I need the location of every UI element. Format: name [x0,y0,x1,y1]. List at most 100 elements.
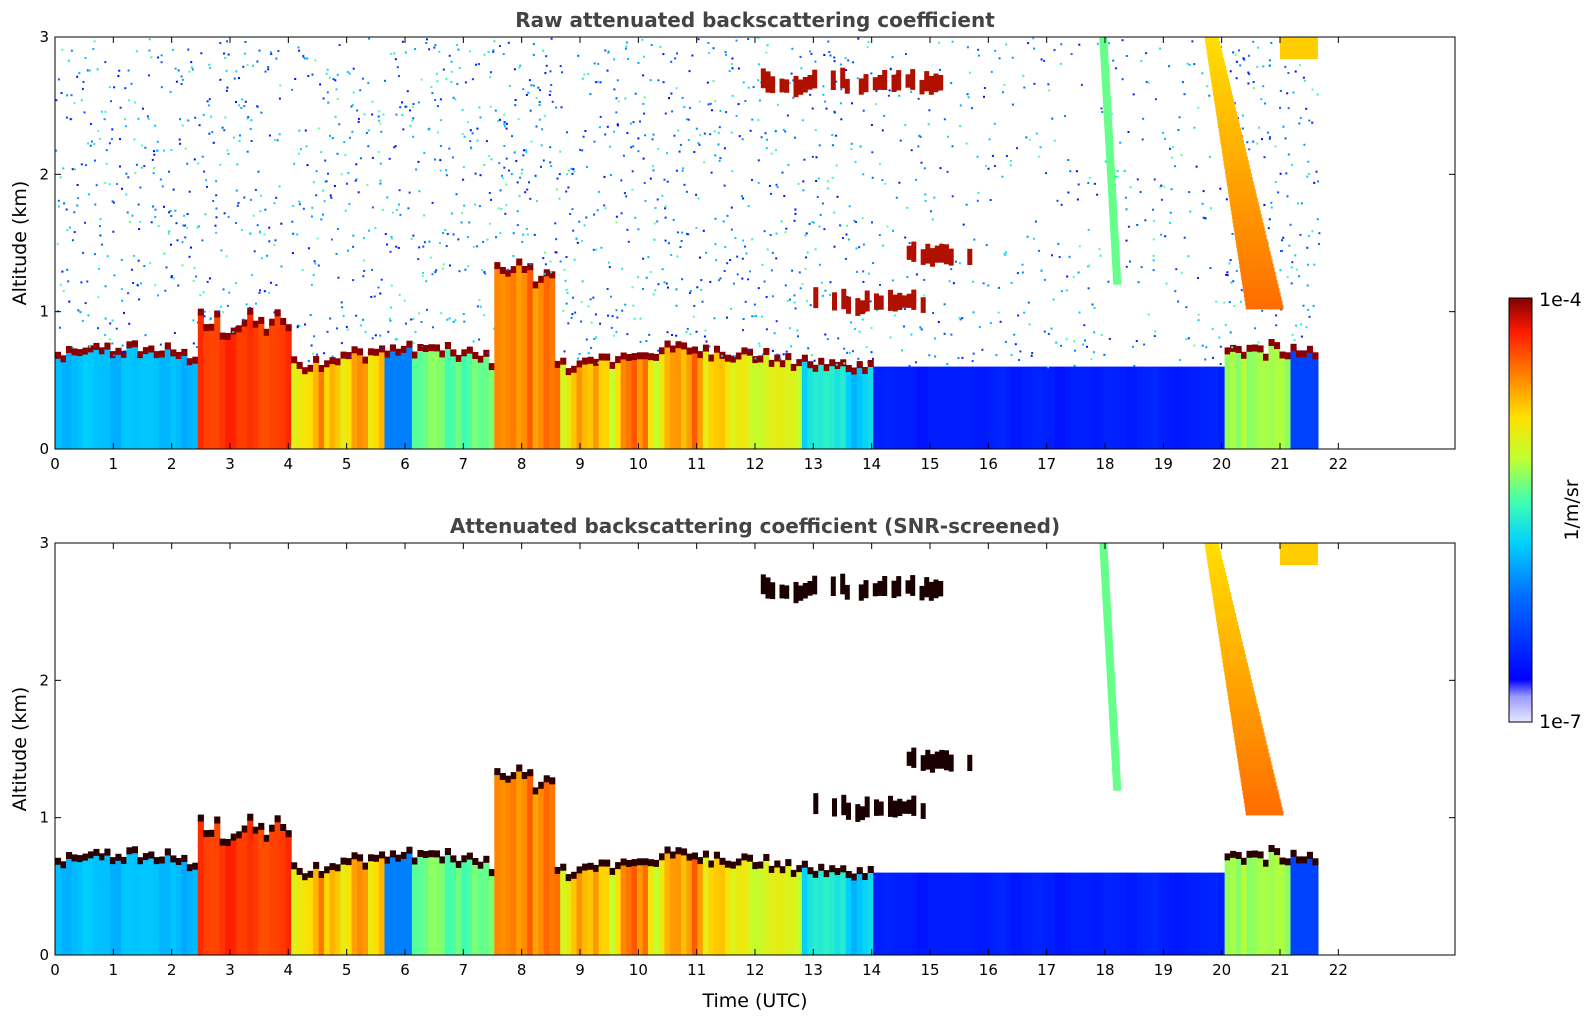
heatmap-cell [972,280,975,283]
heatmap-cell [186,362,193,449]
heatmap-cell [664,205,667,208]
cloud-cell [841,794,847,816]
heatmap-cell [405,322,407,325]
heatmap-cell [729,259,732,261]
fall-streak-cell [1110,238,1119,244]
heatmap-cell [1059,366,1066,449]
heatmap-cell [463,204,466,207]
heatmap-cell [211,131,214,134]
fall-streak-cell [1218,123,1240,129]
heatmap-cell [631,170,634,173]
heatmap-cell [94,253,96,256]
heatmap-cell [1300,335,1303,338]
heatmap-cell [438,50,441,53]
heatmap-cell [142,853,149,861]
heatmap-cell [379,345,386,353]
heatmap-cell [142,107,144,110]
heatmap-cell [388,317,391,320]
heatmap-cell [420,321,423,323]
fall-streak-cell [1219,131,1242,137]
heatmap-cell [626,864,633,955]
heatmap-cell [471,132,474,135]
heatmap-cell [867,364,874,449]
heatmap-cell [384,856,391,864]
heatmap-cell [661,268,664,271]
heatmap-cell [255,302,257,305]
heatmap-cell [1228,301,1231,304]
heatmap-cell [620,179,623,182]
heatmap-cell [159,178,162,181]
heatmap-cell [1306,855,1313,955]
heatmap-cell [274,815,281,823]
heatmap-cell [318,875,325,955]
cloud-cell [832,292,837,311]
heatmap-cell [1054,366,1061,449]
fall-streak-cell [1214,98,1234,104]
fall-streak-cell [1221,654,1246,659]
heatmap-cell [226,40,228,43]
heatmap-cell [346,70,349,73]
heatmap-cell [824,100,827,103]
heatmap-cell [971,107,973,110]
heatmap-cell [104,848,111,856]
heatmap-cell [55,861,62,955]
heatmap-cell [735,114,738,117]
heatmap-cell [821,202,824,205]
heatmap-cell [931,218,934,221]
heatmap-cell [520,172,523,175]
heatmap-cell [723,184,726,187]
heatmap-cell [368,348,375,356]
heatmap-cell [840,118,843,121]
heatmap-cell [794,307,797,310]
heatmap-cell [549,90,552,93]
heatmap-cell [752,356,759,364]
heatmap-cell [334,79,337,82]
heatmap-cell [829,293,831,296]
heatmap-cell [810,52,813,55]
heatmap-cell [85,164,88,167]
cloud-cell [812,69,818,89]
heatmap-cell [263,838,270,955]
heatmap-cell [1004,366,1011,449]
heatmap-cell [390,237,393,240]
heatmap-cell [371,156,374,159]
cloud-cell [892,294,898,312]
heatmap-cell [811,107,814,110]
heatmap-cell [581,280,584,283]
heatmap-cell [664,239,667,242]
heatmap-cell [642,287,644,290]
heatmap-cell [1091,303,1094,306]
heatmap-cell [609,871,616,955]
heatmap-cell [933,872,940,955]
heatmap-cell [814,60,817,63]
heatmap-cell [1057,242,1060,245]
heatmap-cell [359,157,362,160]
heatmap-cell [785,357,792,449]
heatmap-cell [702,854,709,955]
heatmap-cell [179,118,182,121]
heatmap-cell [516,181,519,184]
fall-streak-cell [1235,744,1268,750]
heatmap-cell [1027,301,1030,304]
heatmap-cell [1027,42,1030,45]
fall-streak-cell [1206,555,1223,560]
heatmap-cell [342,315,345,317]
heatmap-cell [219,336,226,449]
heatmap-cell [998,286,1001,289]
heatmap-cell [219,42,222,45]
heatmap-cell [793,294,796,297]
heatmap-cell [540,144,543,147]
heatmap-cell [168,211,171,214]
heatmap-cell [642,157,645,160]
fall-streak-cell [1111,247,1120,252]
heatmap-cell [708,358,715,449]
cloud-cell [939,749,945,769]
heatmap-cell [381,208,384,211]
heatmap-cell [934,355,937,358]
heatmap-cell [1288,244,1291,247]
heatmap-cell [1302,304,1305,307]
heatmap-cell [726,214,729,217]
fall-streak-cell [1211,584,1230,589]
heatmap-cell [93,143,96,146]
heatmap-cell [846,351,849,354]
